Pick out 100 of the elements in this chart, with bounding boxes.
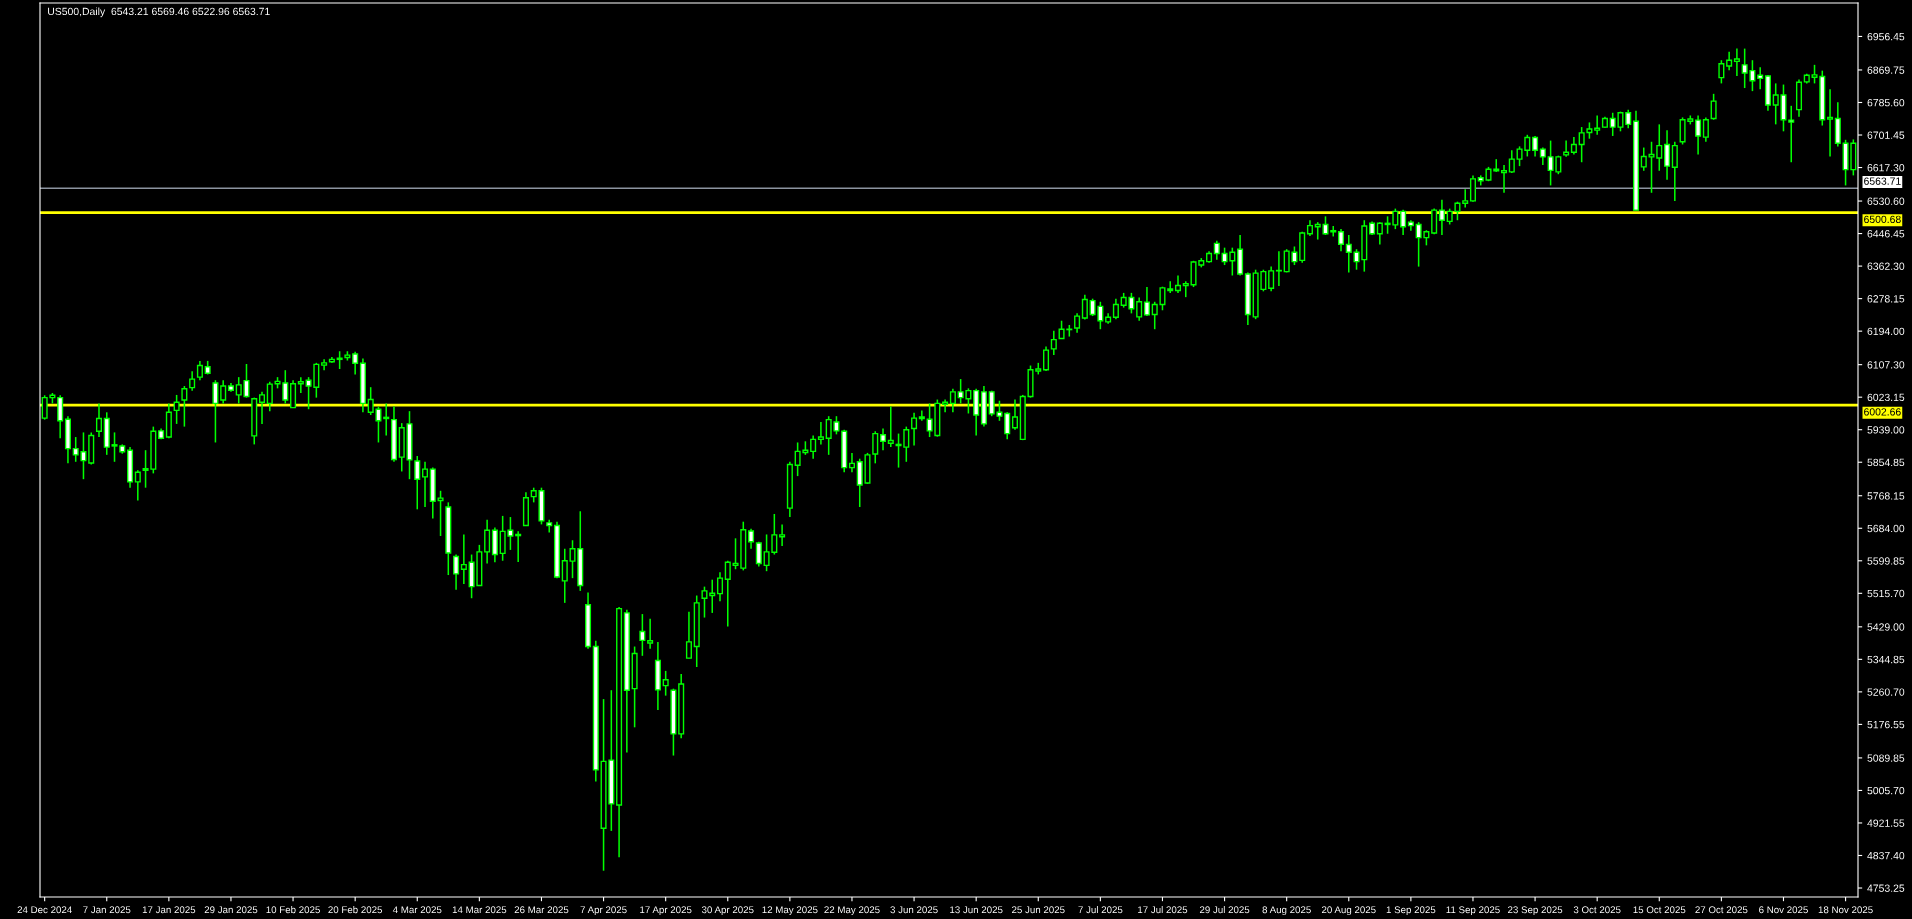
y-tick-label: 5939.00 <box>1867 426 1905 434</box>
ref-line-label: 6563.71 <box>1864 177 1901 185</box>
candlestick <box>685 610 692 659</box>
candlestick <box>546 519 553 534</box>
y-tick-label: 5515.70 <box>1867 589 1905 598</box>
x-tick-label: 25 Jun 2025 <box>1012 906 1065 914</box>
x-tick-label: 4 Mar 2025 <box>392 906 442 914</box>
candlestick <box>942 398 949 414</box>
x-tick-label: 30 Apr 2025 <box>701 906 754 916</box>
candlestick <box>1043 345 1050 372</box>
candlestick <box>724 559 731 628</box>
candlestick <box>748 527 755 550</box>
candlestick <box>134 469 141 502</box>
x-tick-label: 27 Oct 2025 <box>1695 906 1748 914</box>
candlestick <box>1532 135 1539 158</box>
y-tick-label: 6869.75 <box>1867 66 1905 74</box>
candlestick <box>887 405 894 448</box>
x-tick-label: 8 Aug 2025 <box>1262 906 1311 916</box>
y-tick-label: 4921.55 <box>1867 819 1905 827</box>
x-tick-label: 17 Apr 2025 <box>640 906 692 916</box>
ref-line-label: 6500.68 <box>1864 215 1901 224</box>
candlestick <box>1702 116 1709 143</box>
candlestick <box>515 530 522 563</box>
x-tick-label: 1 Sep 2025 <box>1386 906 1436 916</box>
y-tick-label: 6107.30 <box>1867 361 1905 369</box>
candlestick <box>1337 228 1345 252</box>
candlestick <box>1733 47 1740 77</box>
candlestick <box>1011 398 1019 431</box>
ref-line-label: 6002.66 <box>1864 408 1901 416</box>
x-tick-label: 10 Feb 2025 <box>266 906 320 914</box>
x-tick-label: 20 Aug 2025 <box>1321 906 1376 916</box>
candlestick <box>949 387 956 414</box>
candlestick <box>911 411 918 447</box>
y-tick-label: 6278.15 <box>1867 295 1905 303</box>
x-tick-label: 7 Jan 2025 <box>83 906 131 914</box>
candlestick <box>1143 286 1150 317</box>
candlestick <box>1671 140 1678 202</box>
candlestick <box>422 461 429 508</box>
candlestick <box>220 379 227 405</box>
candlestick <box>716 571 724 603</box>
candlestick <box>1376 221 1383 246</box>
x-tick-label: 29 Jan 2025 <box>204 906 258 914</box>
candlestick <box>1268 265 1275 293</box>
candlestick <box>1050 329 1057 356</box>
candlestick <box>1827 88 1834 158</box>
candlestick <box>189 370 196 392</box>
x-tick-label: 26 Mar 2025 <box>514 906 569 914</box>
candlestick <box>181 385 188 428</box>
candlestick <box>1664 129 1671 181</box>
candlestick <box>1718 59 1725 85</box>
candlestick <box>918 409 925 422</box>
candlestick <box>95 402 103 438</box>
candlestick <box>1275 250 1282 287</box>
candlestick <box>1695 114 1702 156</box>
candlestick <box>1438 198 1445 236</box>
y-tick-label: 6362.30 <box>1867 262 1905 270</box>
x-tick-label: 24 Dec 2024 <box>17 906 72 914</box>
x-tick-label: 3 Oct 2025 <box>1573 906 1621 914</box>
y-tick-label: 6785.60 <box>1867 98 1905 107</box>
candlestick <box>57 394 64 439</box>
y-tick-label: 5599.85 <box>1867 557 1905 565</box>
candlestick <box>1594 114 1601 136</box>
x-tick-label: 29 Jul 2025 <box>1199 906 1250 914</box>
candlestick <box>212 379 219 444</box>
y-tick-label: 6956.45 <box>1867 32 1905 41</box>
y-tick-label: 5005.70 <box>1867 786 1905 795</box>
x-tick-label: 20 Feb 2025 <box>328 906 383 914</box>
chart-title: US500,Daily 6543.21 6569.46 6522.96 6563.71 <box>48 7 270 18</box>
candlestick <box>647 617 654 650</box>
x-tick-label: 15 Oct 2025 <box>1633 906 1686 914</box>
x-tick-label: 6 Nov 2025 <box>1759 906 1808 914</box>
x-tick-label: 12 May 2025 <box>762 906 818 916</box>
x-tick-label: 3 Jun 2025 <box>890 906 938 914</box>
candlestick <box>1469 174 1476 203</box>
candlestick <box>266 381 273 412</box>
candlestick <box>173 394 180 425</box>
candlestick <box>1074 312 1081 334</box>
y-tick-label: 5768.15 <box>1867 492 1905 500</box>
candlestick <box>1136 296 1143 322</box>
candlestick <box>196 360 203 381</box>
y-tick-label: 6701.45 <box>1867 131 1905 139</box>
x-tick-label: 22 May 2025 <box>824 906 880 916</box>
candlestick <box>1726 50 1733 72</box>
candlestick <box>460 533 467 585</box>
candlestick <box>1345 234 1352 274</box>
candlestick <box>290 379 297 409</box>
y-tick-label: 5684.00 <box>1867 524 1905 533</box>
y-tick-label: 5344.85 <box>1867 655 1905 664</box>
candlestick <box>1004 411 1011 441</box>
y-tick-label: 5176.55 <box>1867 720 1905 729</box>
candlestick <box>810 434 817 460</box>
candlestick <box>352 350 359 376</box>
candlestick <box>1710 93 1717 121</box>
candlestick <box>258 391 266 425</box>
x-tick-label: 23 Sep 2025 <box>1508 906 1563 916</box>
y-tick-label: 6530.60 <box>1867 197 1905 205</box>
y-tick-label: 5260.70 <box>1867 688 1905 696</box>
x-tick-label: 17 Jul 2025 <box>1138 906 1188 914</box>
candlestick <box>1625 108 1632 129</box>
y-tick-label: 6446.45 <box>1867 230 1905 238</box>
